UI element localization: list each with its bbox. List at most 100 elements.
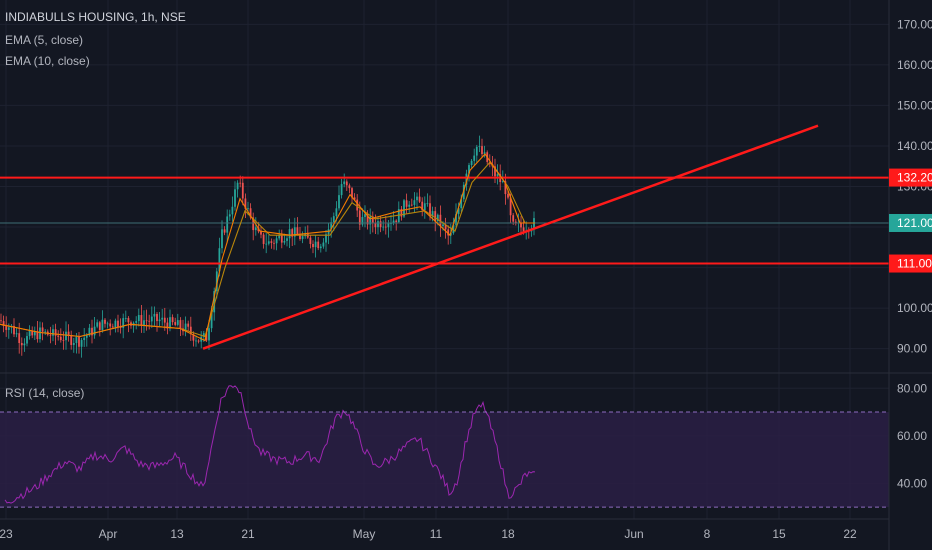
time-tick-label: 13 [170,527,184,541]
candle-body [379,221,382,228]
time-tick-label: 15 [772,527,786,541]
candle-body [75,336,78,344]
candle-body [241,182,244,199]
ema-10-legend[interactable]: EMA (10, close) [5,54,90,68]
candle-body [431,211,434,217]
time-axis[interactable]: 23 Apr 13 21 May 11 18 Jun 8 15 22 [0,527,857,541]
candle-body [460,199,463,209]
candle-body [88,327,91,336]
candle-body [288,229,291,239]
candle-body [319,246,322,249]
candle-body [335,208,338,217]
price-tick-label: 160.00 [897,58,932,72]
candle-body [195,340,197,342]
candle-body [163,317,166,323]
rsi-legend[interactable]: RSI (14, close) [5,386,85,400]
candle-body [221,229,223,249]
candle-body [93,326,96,336]
candle-body [78,336,80,347]
candle-body [127,318,130,323]
candle-body [483,152,486,155]
candle-body [231,206,234,215]
trendline[interactable] [202,124,819,350]
candle-body [158,319,161,322]
candle-body [408,204,411,207]
time-tick-label: Jun [624,527,643,541]
candle-body [338,195,340,209]
candle-body [247,208,249,210]
candle-body [418,196,421,202]
candle-body [148,320,151,322]
candle-body [468,165,470,174]
symbol-title[interactable]: INDIABULLS HOUSING, 1h, NSE [5,10,186,24]
candle-body [286,238,288,241]
candle-body [343,181,346,185]
candle-body [473,155,476,161]
price-tick-label: 100.00 [897,301,932,315]
candle-body [312,243,314,248]
candle-body [106,323,109,325]
candle-body [507,194,509,198]
candle-body [442,224,444,227]
candle-body [392,220,395,224]
candle-body [135,321,138,323]
time-tick-label: 23 [0,527,13,541]
price-tick-label: 170.00 [897,17,932,31]
candle-body [52,329,54,336]
candles [0,135,535,358]
candle-body [156,313,158,322]
time-tick-label: 8 [704,527,711,541]
candle-body [317,241,320,249]
candle-body [293,227,296,237]
candle-body [358,210,361,225]
rsi-band [0,412,889,508]
candle-body [13,325,15,335]
candle-body [332,216,335,223]
candle-body [475,146,478,156]
candle-body [83,337,86,341]
candle-body [171,317,174,323]
candle-body [504,181,507,195]
candle-body [119,326,122,328]
candle-body [192,334,195,341]
candle-body [23,343,26,346]
candle-body [520,222,522,228]
candle-body [455,214,457,225]
last-price-tag-bg [889,213,932,232]
candle-body [481,146,483,155]
candle-body [426,203,429,205]
candle-body [65,331,67,341]
horizontal-levels[interactable] [0,176,889,265]
ema-5-legend[interactable]: EMA (5, close) [5,33,84,47]
candle-body [169,317,171,329]
candle-body [390,223,392,224]
candle-body [202,333,205,337]
candle-body [299,234,301,239]
candle-body [429,203,431,217]
candle-body [153,313,156,317]
candle-body [434,211,437,222]
candle-body [7,327,10,330]
candle-body [265,243,268,245]
candle-body [49,334,52,336]
candle-body [96,322,99,327]
time-tick-label: Apr [99,527,118,541]
candle-body [234,189,236,207]
candle-body [28,330,31,337]
candle-body [325,234,327,243]
candle-body [218,248,221,272]
candle-body [366,214,369,225]
candle-body [423,203,426,211]
candle-body [239,182,242,184]
level-tag-upper-bg [889,168,932,187]
candle-body [444,224,447,230]
candle-body [15,333,18,335]
candle-body [377,221,379,228]
candle-body [184,323,187,332]
candle-body [296,227,299,235]
candle-body [236,182,239,190]
candle-body [208,328,210,341]
candle-body [36,331,39,340]
rsi-axis[interactable]: 40.00 60.00 80.00 [897,381,927,490]
